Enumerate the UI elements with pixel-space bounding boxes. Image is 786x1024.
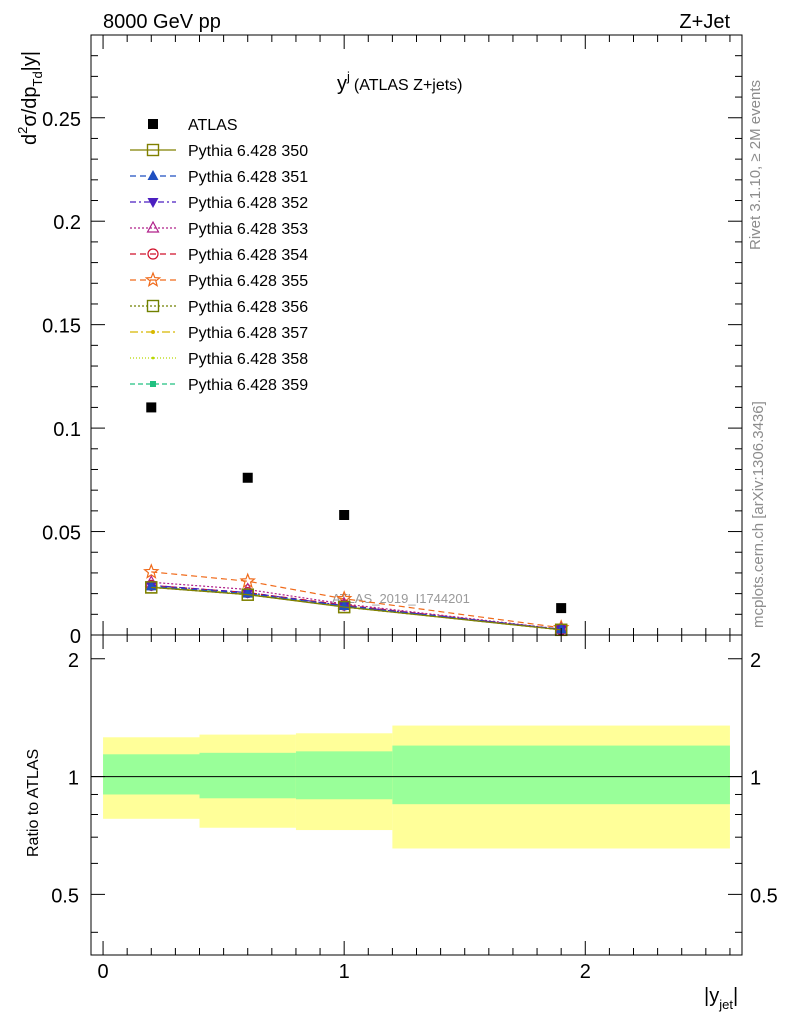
ratio-y-tick-label-right: 1 (750, 768, 761, 790)
x-tick-label: 0 (97, 961, 108, 983)
band-inner-3 (392, 745, 730, 805)
analysis-watermark: ATLAS_2019_I1744201 (332, 591, 470, 606)
legend-label-3: Pythia 6.428 352 (188, 195, 308, 212)
mcplots-label: mcplots.cern.ch [arXiv:1306.3436] (750, 401, 767, 628)
legend-item-6: Pythia 6.428 355 (130, 271, 308, 290)
series-line-1 (151, 585, 562, 631)
legend-label-10: Pythia 6.428 359 (188, 377, 308, 394)
legend-marker-6 (144, 271, 162, 288)
band-inner-1 (199, 752, 296, 799)
legend-item-10: Pythia 6.428 359 (130, 377, 308, 394)
ratio-y-tick-label: 1 (68, 768, 79, 790)
x-tick-label: 1 (339, 961, 350, 983)
legend-item-8: Pythia 6.428 357 (130, 325, 308, 342)
legend-item-3: Pythia 6.428 352 (130, 195, 308, 212)
legend-label-7: Pythia 6.428 356 (188, 299, 308, 316)
legend-marker-4 (146, 220, 160, 233)
header-right: Z+Jet (679, 11, 730, 33)
legend-marker-2 (147, 170, 159, 180)
legend-item-2: Pythia 6.428 351 (130, 169, 308, 186)
main-y-tick-label: 0.1 (53, 419, 81, 441)
legend-item-9: Pythia 6.428 358 (130, 351, 308, 368)
main-y-tick-label: 0.15 (42, 316, 81, 338)
series-5-point-0 (143, 563, 160, 579)
main-y-tick-label: 0 (70, 626, 81, 648)
legend-label-0: ATLAS (188, 117, 238, 134)
series-0-point-2 (337, 600, 351, 614)
legend-marker-1 (146, 143, 160, 157)
ratio-bands (103, 725, 730, 849)
legend-label-8: Pythia 6.428 357 (188, 325, 308, 342)
legend-label-5: Pythia 6.428 354 (188, 247, 308, 264)
x-axis-label: |yjet| (704, 985, 738, 1012)
series-line-0 (151, 586, 562, 631)
legend-label-1: Pythia 6.428 350 (188, 143, 308, 160)
series-0-point-1 (241, 588, 254, 601)
data-point-0 (146, 402, 157, 413)
data-point-3 (556, 603, 567, 614)
legend-marker-5 (147, 248, 159, 260)
tick-labels: 0 0.05 0.1 0.15 0.2 0.25 0 1 2 0.5 0.5 1 1 2 2 (42, 109, 778, 983)
rivet-label: Rivet 3.1.10, ≥ 2M events (747, 80, 764, 250)
legend-item-5: Pythia 6.428 354 (130, 247, 308, 264)
series-0-point-0 (145, 581, 158, 594)
ratio-y-tick-label-right: 0.5 (750, 885, 778, 907)
data-points (146, 402, 567, 614)
legend-label-2: Pythia 6.428 351 (188, 169, 308, 186)
legend-item-0: ATLAS (148, 117, 238, 134)
legend-label-4: Pythia 6.428 353 (188, 221, 308, 238)
legend-item-1: Pythia 6.428 350 (130, 143, 308, 160)
legend-marker-0 (148, 119, 158, 129)
series-line-5 (151, 571, 562, 629)
ratio-y-tick-label: 0.5 (51, 885, 79, 907)
ratio-panel-frame (90, 634, 743, 956)
legend-label-6: Pythia 6.428 355 (188, 273, 308, 290)
legend-marker-3 (147, 198, 159, 208)
legend-marker-9 (151, 356, 155, 360)
legend-item-7: Pythia 6.428 356 (130, 299, 308, 316)
series-line-3 (151, 581, 562, 630)
legend: ATLAS Pythia 6.428 350 Pythia 6.428 351 Pyt… (130, 117, 308, 394)
legend-marker-10 (150, 381, 156, 387)
main-y-tick-label: 0.2 (53, 212, 81, 234)
main-y-tick-label: 0.05 (42, 523, 81, 545)
header-left: 8000 GeV pp (103, 11, 221, 33)
x-tick-label: 2 (580, 961, 591, 983)
ratio-y-tick-label-right: 2 (750, 650, 761, 672)
data-point-2 (339, 510, 350, 520)
data-point-1 (242, 472, 253, 483)
band-inner-2 (295, 751, 393, 800)
plot-title: yj(ATLAS Z+jets) (337, 69, 463, 95)
legend-item-4: Pythia 6.428 353 (130, 220, 308, 238)
main-y-label: d2σ/dpTd|y| (15, 51, 45, 145)
ratio-y-tick-label: 2 (68, 650, 79, 672)
legend-label-9: Pythia 6.428 358 (188, 351, 308, 368)
mc-series (143, 563, 570, 637)
ratio-y-label: Ratio to ATLAS (25, 749, 42, 857)
series-5-point-1 (239, 572, 256, 589)
legend-marker-7 (146, 299, 160, 313)
legend-marker-8 (151, 330, 155, 334)
main-y-tick-label: 0.25 (42, 109, 81, 131)
band-inner-0 (103, 754, 200, 795)
series-0 (145, 581, 568, 637)
